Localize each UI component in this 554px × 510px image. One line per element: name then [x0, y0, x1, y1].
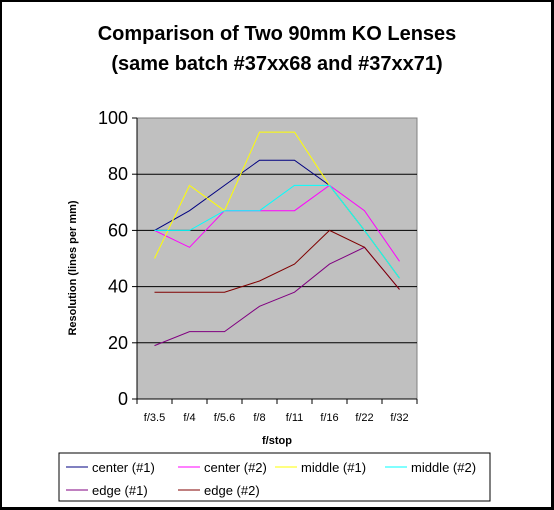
- x-tick-label: f/4: [183, 412, 195, 424]
- series-line-5: [154, 246, 400, 347]
- series-line-6: [154, 229, 400, 293]
- x-tick-label: f/11: [286, 412, 304, 424]
- x-axis-ticks: f/3.5 f/4 f/5.6 f/8 f/11 f/16 f/22 f/32: [136, 399, 418, 424]
- x-tick-label: f/3.5: [144, 412, 165, 424]
- x-tick-label: f/16: [320, 412, 338, 424]
- legend-label: edge (#1): [92, 483, 148, 498]
- chart-title: Comparison of Two 90mm KO Lenses: [98, 23, 457, 45]
- y-tick-label: 100: [98, 108, 128, 128]
- y-tick-label: 60: [108, 220, 128, 240]
- legend-label: center (#1): [92, 460, 155, 475]
- y-tick-label: 0: [118, 389, 128, 409]
- y-axis-ticks: 0 20 40 60 80 100: [98, 108, 137, 409]
- x-axis-label: f/stop: [262, 435, 292, 447]
- x-tick-label: f/32: [390, 412, 408, 424]
- plot-area: [136, 117, 418, 400]
- legend: center (#1) center (#2) middle (#1) middle …: [66, 460, 476, 498]
- legend-label: edge (#2): [204, 483, 260, 498]
- series-lines: [154, 131, 400, 347]
- legend-label: center (#2): [204, 460, 267, 475]
- y-tick-label: 40: [108, 277, 128, 297]
- y-axis-label: Resolution (lines per mm): [67, 200, 79, 335]
- x-tick-label: f/5.6: [214, 412, 235, 424]
- chart-subtitle: (same batch #37xx68 and #37xx71): [111, 53, 442, 75]
- legend-box: [58, 452, 491, 502]
- series-line-4: [154, 184, 400, 279]
- x-tick-label: f/22: [355, 412, 373, 424]
- y-tick-label: 20: [108, 333, 128, 353]
- legend-label: middle (#2): [411, 460, 476, 475]
- y-tick-label: 80: [108, 164, 128, 184]
- x-tick-label: f/8: [253, 412, 265, 424]
- legend-label: middle (#1): [301, 460, 366, 475]
- series-line-2: [154, 184, 400, 262]
